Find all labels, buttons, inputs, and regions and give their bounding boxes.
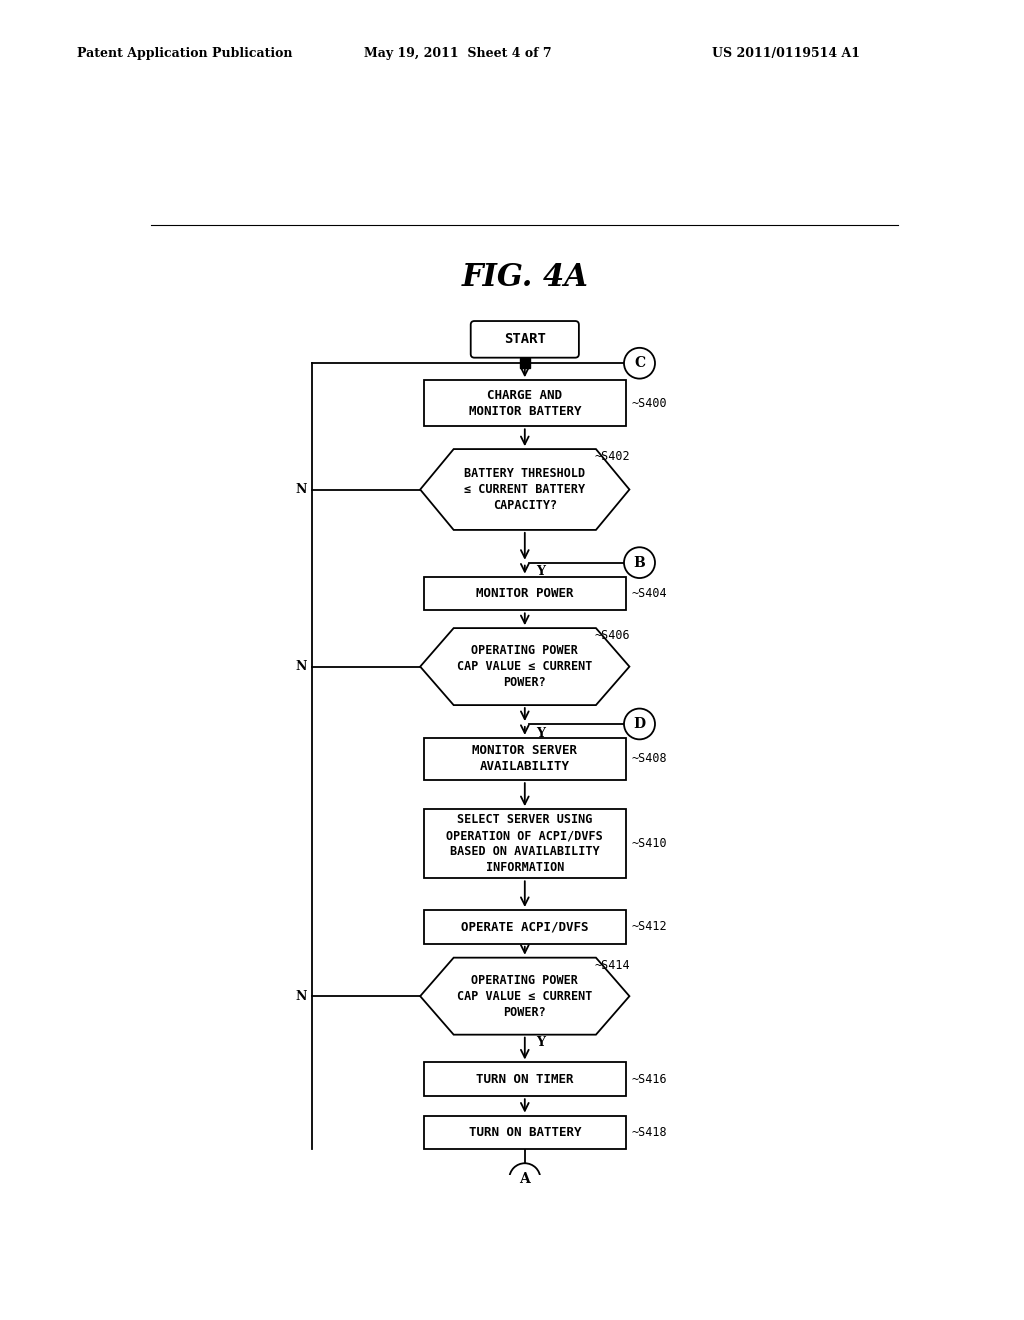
- Text: ~S404: ~S404: [632, 587, 668, 601]
- Text: May 19, 2011  Sheet 4 of 7: May 19, 2011 Sheet 4 of 7: [364, 46, 551, 59]
- Text: SELECT SERVER USING
OPERATION OF ACPI/DVFS
BASED ON AVAILABILITY
INFORMATION: SELECT SERVER USING OPERATION OF ACPI/DV…: [446, 813, 603, 874]
- Bar: [424, 380, 626, 426]
- Text: ~S414: ~S414: [595, 958, 631, 972]
- Text: N: N: [296, 483, 307, 496]
- Text: TURN ON BATTERY: TURN ON BATTERY: [469, 1126, 581, 1139]
- Text: Y: Y: [536, 727, 545, 739]
- Polygon shape: [420, 958, 630, 1035]
- Text: ~S402: ~S402: [595, 450, 631, 463]
- Text: Y: Y: [536, 1036, 545, 1049]
- Circle shape: [624, 709, 655, 739]
- Text: FIG. 4A: FIG. 4A: [462, 263, 588, 293]
- Bar: [424, 577, 626, 610]
- Text: ~S400: ~S400: [632, 397, 668, 409]
- Text: N: N: [296, 660, 307, 673]
- Text: ~S410: ~S410: [632, 837, 668, 850]
- Text: D: D: [634, 717, 645, 731]
- Text: A: A: [519, 1172, 530, 1185]
- Text: OPERATING POWER
CAP VALUE ≤ CURRENT
POWER?: OPERATING POWER CAP VALUE ≤ CURRENT POWE…: [457, 644, 593, 689]
- Text: ~S418: ~S418: [632, 1126, 668, 1139]
- Text: START: START: [504, 333, 546, 346]
- Text: B: B: [634, 556, 645, 570]
- Bar: [424, 909, 626, 944]
- Text: ~S408: ~S408: [632, 752, 668, 766]
- Text: US 2011/0119514 A1: US 2011/0119514 A1: [712, 46, 860, 59]
- Bar: [424, 1115, 626, 1150]
- Polygon shape: [420, 449, 630, 529]
- Text: BATTERY THRESHOLD
≤ CURRENT BATTERY
CAPACITY?: BATTERY THRESHOLD ≤ CURRENT BATTERY CAPA…: [464, 467, 586, 512]
- Circle shape: [624, 548, 655, 578]
- Text: N: N: [296, 990, 307, 1003]
- Polygon shape: [420, 628, 630, 705]
- Text: CHARGE AND
MONITOR BATTERY: CHARGE AND MONITOR BATTERY: [469, 389, 581, 417]
- Circle shape: [624, 348, 655, 379]
- Text: OPERATING POWER
CAP VALUE ≤ CURRENT
POWER?: OPERATING POWER CAP VALUE ≤ CURRENT POWE…: [457, 974, 593, 1019]
- Text: OPERATE ACPI/DVFS: OPERATE ACPI/DVFS: [461, 920, 589, 933]
- Text: Patent Application Publication: Patent Application Publication: [77, 46, 292, 59]
- Text: MONITOR POWER: MONITOR POWER: [476, 587, 573, 601]
- Bar: [424, 1063, 626, 1096]
- Circle shape: [509, 1163, 541, 1195]
- Text: C: C: [634, 356, 645, 370]
- Text: ~S412: ~S412: [632, 920, 668, 933]
- Text: ~S416: ~S416: [632, 1073, 668, 1086]
- Bar: [424, 738, 626, 780]
- Bar: [424, 809, 626, 878]
- FancyBboxPatch shape: [471, 321, 579, 358]
- Text: Y: Y: [536, 565, 545, 578]
- Text: ~S406: ~S406: [595, 630, 631, 643]
- Text: TURN ON TIMER: TURN ON TIMER: [476, 1073, 573, 1086]
- Text: MONITOR SERVER
AVAILABILITY: MONITOR SERVER AVAILABILITY: [472, 744, 578, 774]
